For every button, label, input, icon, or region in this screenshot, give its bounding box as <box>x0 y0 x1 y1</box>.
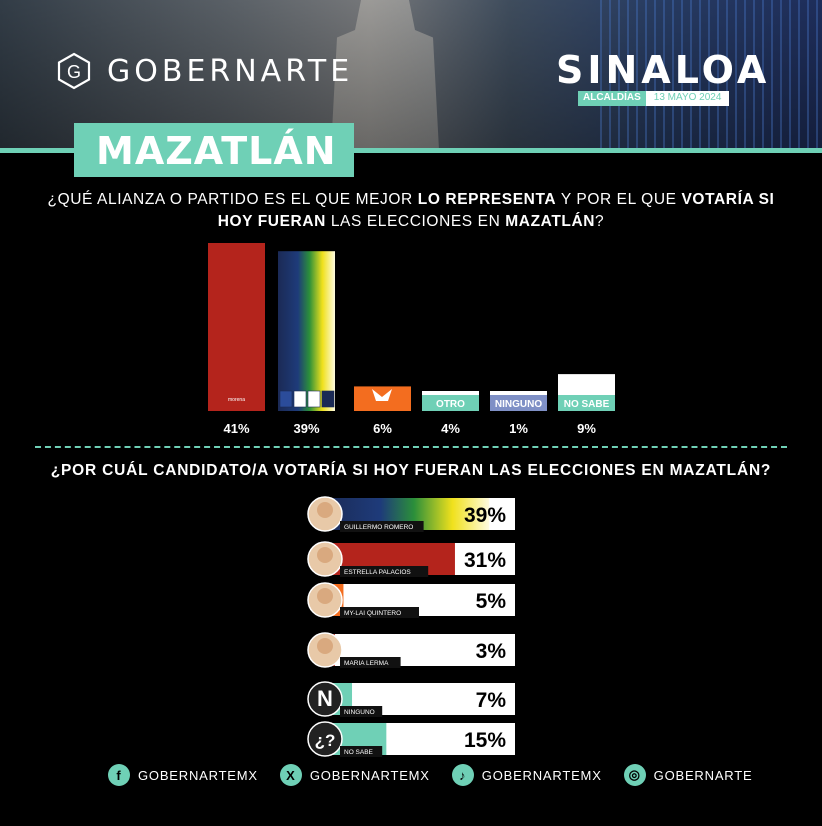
facebook-icon: f <box>108 764 130 786</box>
candidate-value-0: 39% <box>464 504 506 527</box>
value-label-4: 1% <box>509 421 528 436</box>
face-shape <box>317 502 333 518</box>
party-bar-chart: morena 41% 39% 6% OTRO 4% NINGUNO 1% NO SABE 9% <box>208 243 615 436</box>
city-banner: MAZATLÁN <box>74 123 354 177</box>
social-link-0[interactable]: f GOBERNARTEMX <box>108 764 258 786</box>
candidate-name-5: NO SABE <box>344 749 374 756</box>
logo-mark-icon: G <box>55 52 93 90</box>
face-shape <box>317 638 333 654</box>
face-shape <box>317 588 333 604</box>
value-label-5: 9% <box>577 421 596 436</box>
header-banner <box>0 0 822 150</box>
avatar-glyph: N <box>317 686 333 711</box>
value-label-1: 39% <box>293 421 319 436</box>
option-avatar-icon <box>307 721 343 757</box>
value-label-3: 4% <box>441 421 460 436</box>
candidate-value-3: 3% <box>476 640 507 663</box>
bar-text-5: NO SABE <box>564 399 610 410</box>
candidate-name-bg <box>340 521 424 532</box>
date-tag: 13 MAYO 2024 <box>645 91 730 106</box>
x-icon: X <box>279 764 302 786</box>
party-logo-3 <box>321 390 335 408</box>
social-link-2[interactable]: ♪ GOBERNARTEMX <box>451 764 602 786</box>
candidate-name-3: MARIA LERMA <box>344 660 389 667</box>
social-handle: GOBERNARTEMX <box>309 767 430 783</box>
candidate-name-bg <box>340 706 383 717</box>
region-tags: ALCALDÍAS 13 MAYO 2024 <box>578 91 730 106</box>
face-shape <box>317 547 333 563</box>
avatar-glyph: ¿? <box>315 731 336 750</box>
candidate-name-0: GUILLERMO ROMERO <box>344 524 413 531</box>
bar-text-4: NINGUNO <box>495 399 542 410</box>
brand-logo: G GOBERNARTE <box>55 52 353 90</box>
tiktok-icon: ♪ <box>451 764 474 786</box>
candidate-value-1: 31% <box>464 549 506 572</box>
state-title: SINALOA <box>556 48 771 92</box>
candidate-name-2: MY-LAI QUINTERO <box>344 610 401 617</box>
bar-text-3: OTRO <box>436 399 465 410</box>
candidate-name-bg <box>340 607 419 618</box>
header-divider <box>0 148 822 153</box>
instagram-icon: ◎ <box>623 764 646 786</box>
value-label-0: 41% <box>223 421 249 436</box>
social-link-3[interactable]: ◎ GOBERNARTE <box>623 764 753 786</box>
bar-0 <box>208 243 265 411</box>
candidate-value-2: 5% <box>476 590 507 613</box>
bar-label-bg-3 <box>422 395 479 411</box>
question-party: ¿QUÉ ALIANZA O PARTIDO ES EL QUE MEJOR L… <box>47 191 775 230</box>
party-logo-2 <box>307 390 321 408</box>
section-tag: ALCALDÍAS <box>578 91 646 106</box>
candidate-name-bg <box>340 657 401 668</box>
option-avatar-icon <box>307 681 343 717</box>
candidate-bar-chart: GUILLERMO ROMERO 39% ESTRELLA PALACIOS 31% M… <box>307 496 515 757</box>
candidate-name-bg <box>340 566 429 577</box>
value-label-2: 6% <box>373 421 392 436</box>
section-divider <box>35 446 787 448</box>
mc-eagle-icon <box>372 389 392 401</box>
candidate-value-5: 15% <box>464 729 506 752</box>
svg-text:G: G <box>67 62 81 82</box>
candidate-name-1: ESTRELLA PALACIOS <box>344 569 411 576</box>
social-footer: f GOBERNARTEMX X GOBERNARTEMX ♪ GOBERNARTEMX ◎… <box>108 764 752 786</box>
stock-chart-background <box>600 0 822 150</box>
bar-text-0: morena <box>228 397 245 403</box>
party-logo-0 <box>279 390 293 408</box>
bar-1 <box>278 251 335 411</box>
candidate-name-bg <box>340 746 383 757</box>
candidate-value-4: 7% <box>476 689 507 712</box>
bar-label-bg-4 <box>490 395 547 411</box>
social-handle: GOBERNARTEMX <box>481 767 602 783</box>
question-candidate: ¿POR CUÁL CANDIDATO/A VOTARÍA SI HOY FUE… <box>50 462 772 479</box>
social-handle: GOBERNARTE <box>653 767 753 783</box>
party-logo-1 <box>293 390 307 408</box>
social-link-1[interactable]: X GOBERNARTEMX <box>279 764 430 786</box>
bar-label-bg-5 <box>558 395 615 411</box>
candidate-name-4: NINGUNO <box>344 709 375 716</box>
brand-name: GOBERNARTE <box>107 53 354 89</box>
social-handle: GOBERNARTEMX <box>138 767 258 783</box>
city-title: MAZATLÁN <box>96 129 337 173</box>
